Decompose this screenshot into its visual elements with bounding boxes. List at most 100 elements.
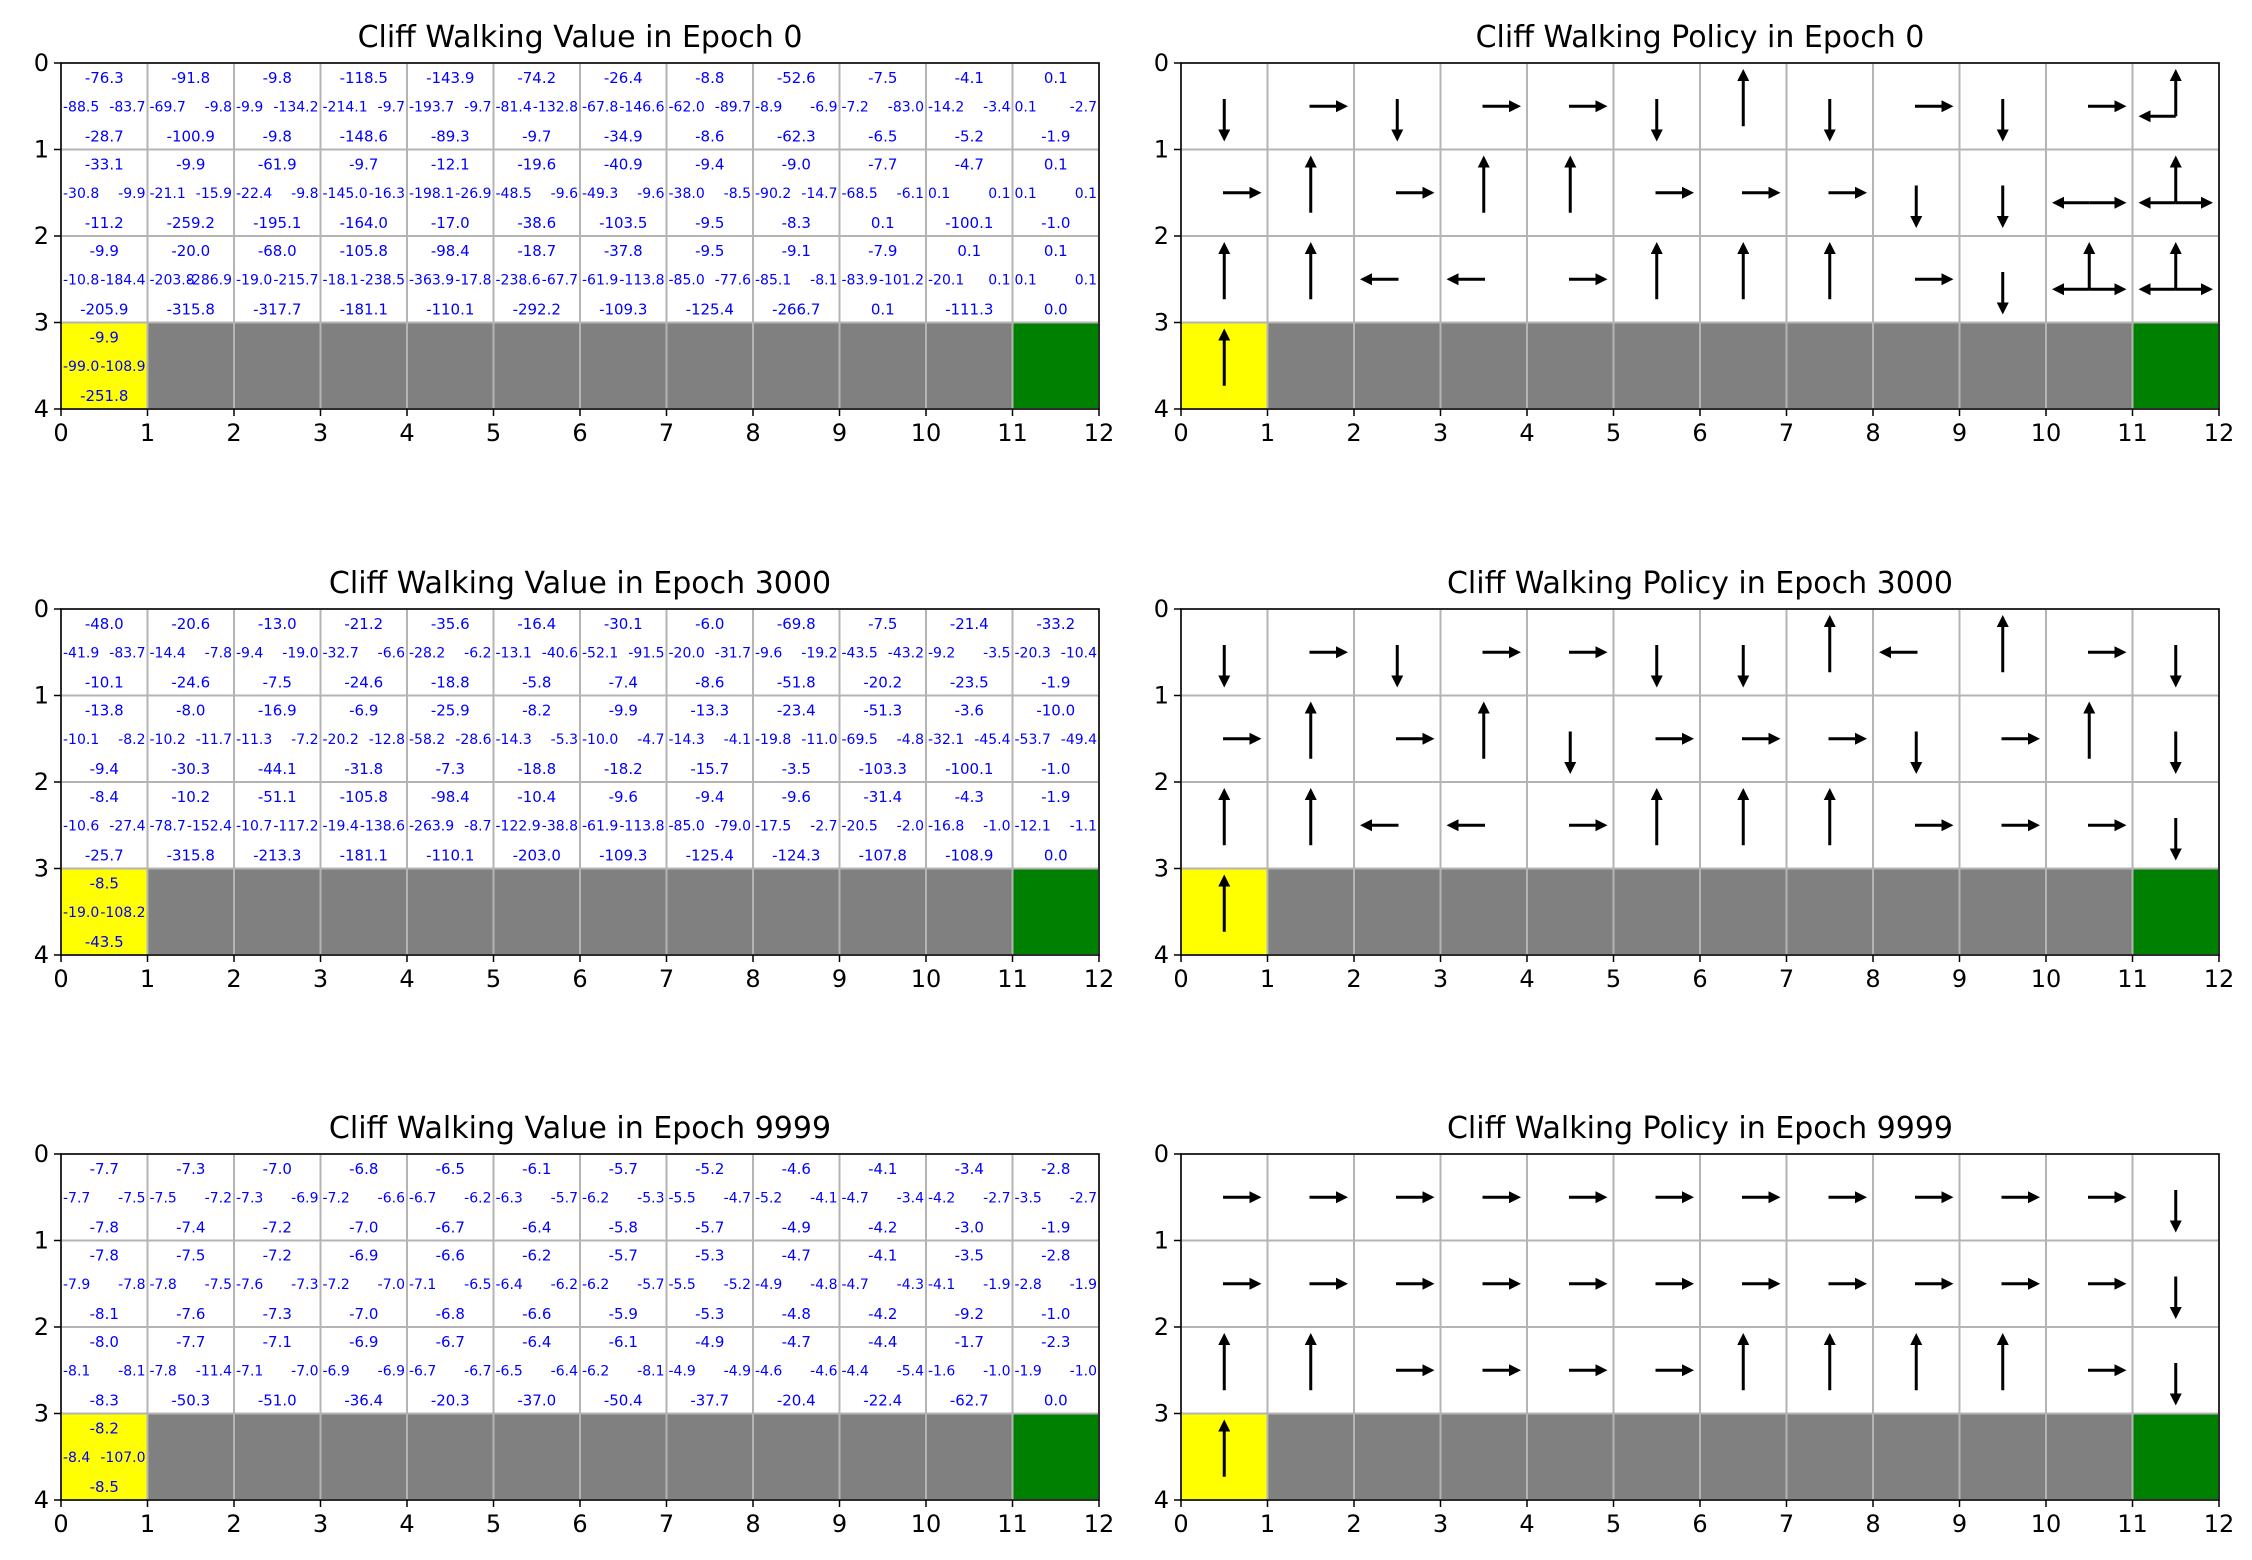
value-left: -4.1: [928, 1277, 955, 1293]
value-down: -266.7: [772, 301, 820, 319]
policy-arrow-right: [1309, 1277, 1348, 1290]
value-left: -88.5: [63, 99, 99, 115]
value-down: -108.9: [945, 847, 993, 865]
grid-cell: [319, 148, 408, 237]
value-left: -6.7: [409, 1363, 436, 1379]
x-tick-label: 2: [226, 965, 241, 993]
grid-cell: [146, 62, 235, 151]
arrow-head: [1737, 1333, 1750, 1345]
grid-cell: [233, 608, 322, 697]
value-down: -164.0: [340, 214, 388, 232]
arrow-head: [1446, 819, 1459, 832]
value-left: -3.5: [1015, 1190, 1042, 1206]
policy-arrow-up: [1218, 788, 1231, 846]
start-cell: [60, 1412, 149, 1501]
cliff-cell: [146, 867, 235, 956]
grid-cell: [925, 1239, 1014, 1328]
y-tick-label: 1: [1154, 1227, 1169, 1255]
x-tick-label: 0: [1173, 1510, 1188, 1538]
value-up: -5.7: [609, 1247, 638, 1265]
value-right: -28.6: [455, 732, 491, 748]
value-down: -6.6: [522, 1305, 551, 1323]
arrow-head: [1650, 788, 1663, 800]
grid-cell: [492, 1326, 581, 1415]
arrow-head: [1422, 732, 1435, 745]
value-down: -5.9: [609, 1305, 638, 1323]
value-right: -4.7: [637, 732, 664, 748]
value-right: -6.7: [464, 1363, 491, 1379]
policy-arrow-left: [2052, 283, 2090, 296]
value-left: -62.0: [669, 99, 705, 115]
policy-arrow-down: [2169, 1190, 2182, 1233]
value-up: -25.9: [431, 702, 470, 720]
value-right: -49.4: [1061, 732, 1097, 748]
cliff-cell: [579, 321, 668, 410]
value-down: -4.8: [782, 1305, 811, 1323]
cliff-cell: [665, 867, 754, 956]
value-up: -51.1: [258, 788, 297, 806]
policy-arrow-up: [1996, 1333, 2009, 1391]
value-left: -14.3: [669, 732, 705, 748]
value-right: -6.9: [810, 99, 837, 115]
x-tick-label: 5: [1606, 965, 1621, 993]
value-right: -7.5: [205, 1277, 232, 1293]
value-right: -11.7: [196, 732, 232, 748]
policy-arrow-left: [2052, 196, 2090, 209]
grid-cell: [319, 694, 408, 783]
value-down: -23.5: [950, 674, 989, 692]
value-left: -6.3: [496, 1190, 523, 1206]
value-down: -148.6: [340, 128, 388, 146]
arrow-head: [1910, 762, 1923, 774]
policy-arrow-up: [1218, 1419, 1231, 1477]
x-tick-label: 10: [911, 965, 942, 993]
arrow-head: [1218, 1333, 1231, 1345]
value-down: -24.6: [344, 674, 383, 692]
value-up: -2.8: [1041, 1247, 1070, 1265]
policy-arrow-right: [2088, 1191, 2127, 1204]
x-tick-label: 11: [2117, 1510, 2148, 1538]
value-left: -85.0: [669, 272, 705, 288]
value-left: -10.6: [63, 818, 99, 834]
policy-arrow-up: [1218, 1333, 1231, 1391]
cliff-cell: [925, 321, 1014, 410]
arrow-head: [1996, 302, 2009, 315]
value-left: -6.4: [496, 1277, 523, 1293]
value-left: -20.2: [323, 732, 359, 748]
value-up: -7.9: [868, 242, 897, 260]
arrow-head: [1910, 1333, 1923, 1345]
value-right: -5.2: [724, 1277, 751, 1293]
value-right: -7.3: [291, 1277, 318, 1293]
policy-arrow-up: [1823, 615, 1836, 673]
arrow-head: [1682, 732, 1694, 745]
value-up: -3.4: [955, 1160, 984, 1178]
value-right: -6.6: [378, 1190, 405, 1206]
policy-arrow-right: [1915, 819, 1954, 832]
value-down: -34.9: [604, 128, 643, 146]
value-left: -6.5: [496, 1363, 523, 1379]
value-down: 0.0: [1044, 1392, 1068, 1410]
value-down: -6.5: [868, 128, 897, 146]
value-left: -4.9: [755, 1277, 782, 1293]
value-down: -124.3: [772, 847, 820, 865]
policy-arrow-right: [1742, 732, 1781, 745]
value-left: -363.9: [409, 272, 454, 288]
y-tick-label: 2: [1154, 1313, 1169, 1341]
grid-cell: [60, 1326, 149, 1415]
panel-title: Cliff Walking Policy in Epoch 3000: [1447, 566, 1953, 601]
y-tick-label: 4: [1154, 941, 1169, 969]
value-left: -4.7: [842, 1277, 869, 1293]
value-down: -103.3: [859, 760, 907, 778]
grid-cell: [925, 781, 1014, 870]
grid-cell: [579, 781, 668, 870]
grid-cell: [838, 1239, 927, 1328]
value-up: -61.9: [258, 156, 297, 174]
arrow-head: [2028, 819, 2040, 832]
value-right: -9.8: [291, 186, 318, 202]
value-down: -7.0: [349, 1219, 378, 1237]
arrow-head: [2169, 1220, 2182, 1233]
value-right: -40.6: [542, 645, 578, 661]
value-right: -4.8: [897, 732, 924, 748]
cliff-cell: [1699, 867, 1788, 956]
value-up: -9.4: [695, 156, 724, 174]
value-right: -5.3: [637, 1190, 664, 1206]
